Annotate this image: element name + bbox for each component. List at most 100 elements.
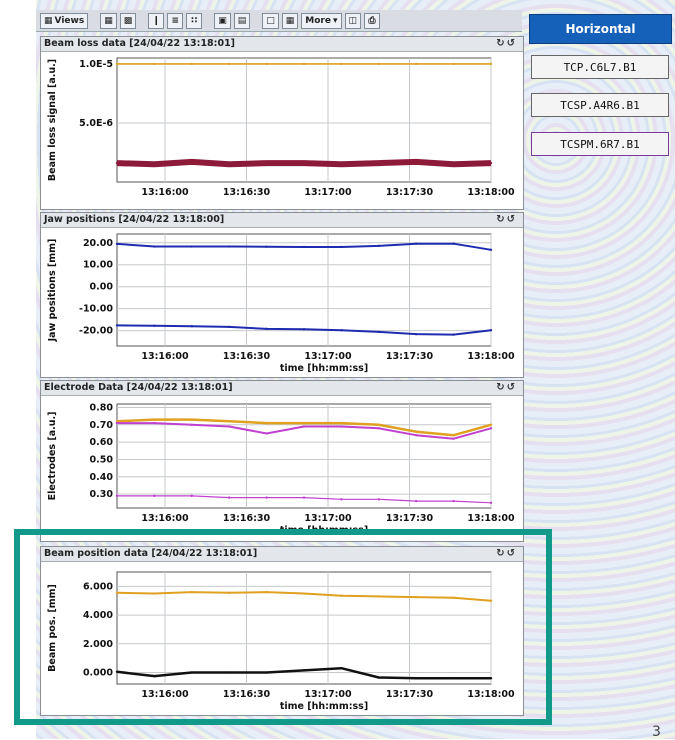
data-point bbox=[153, 324, 156, 327]
y-axis-label: Electrodes [a.u.] bbox=[47, 412, 58, 501]
data-point bbox=[265, 671, 268, 674]
data-point bbox=[415, 242, 418, 245]
electrode-title: Electrode Data [24/04/22 13:18:01] ↻↺ bbox=[41, 381, 523, 396]
data-point bbox=[489, 328, 493, 332]
data-point bbox=[377, 330, 380, 334]
columns-icon[interactable]: ❙ bbox=[148, 12, 165, 29]
x-tick-label: 13:16:30 bbox=[223, 351, 271, 362]
data-point bbox=[265, 590, 268, 594]
tiles-icon[interactable]: ∷ bbox=[186, 12, 203, 29]
x-tick-label: 13:17:00 bbox=[304, 689, 352, 700]
data-point bbox=[153, 421, 156, 425]
grid-layout-icon[interactable]: ▦ bbox=[100, 12, 117, 29]
jaw-positions-title: Jaw positions [24/04/22 13:18:00] ↻↺ bbox=[41, 213, 523, 228]
x-tick-label: 13:18:00 bbox=[467, 689, 515, 700]
data-point bbox=[415, 430, 418, 433]
panel-refresh-icons[interactable]: ↻↺ bbox=[496, 548, 517, 559]
y-tick-label: 1.0E-5 bbox=[79, 59, 113, 70]
x-tick-label: 13:16:00 bbox=[141, 689, 189, 700]
beam-loss-title: Beam loss data [24/04/22 13:18:01] ↻↺ bbox=[41, 37, 523, 52]
panel-refresh-icons[interactable]: ↻↺ bbox=[496, 214, 517, 225]
application-window: ▦ Views ▦ ▩ ❙ ≡ ∷ ▣ ▤ □ ▦ More ▾ ◫ ⎙ Bea… bbox=[36, 0, 675, 739]
electrode-chart: 0.80 0.70 0.60 0.50 0.40 0.30 13:16:00 13:16:30… bbox=[47, 402, 515, 536]
data-point bbox=[489, 501, 493, 504]
data-point bbox=[228, 591, 231, 595]
data-point bbox=[452, 499, 455, 503]
data-point bbox=[115, 161, 119, 165]
y-tick-label: 2.000 bbox=[83, 639, 113, 650]
plot-area bbox=[116, 403, 492, 509]
collimator-button-1[interactable]: TCP.C6L7.B1 bbox=[531, 55, 669, 79]
views-label: Views bbox=[54, 15, 85, 26]
collimator-button-2[interactable]: TCSP.A4R6.B1 bbox=[531, 93, 669, 117]
data-point bbox=[153, 494, 156, 498]
split-layout-icon[interactable]: ▩ bbox=[119, 12, 137, 29]
collimator-button-3[interactable]: TCSPM.6R7.B1 bbox=[531, 132, 669, 156]
x-tick-label: 13:16:30 bbox=[223, 689, 271, 700]
data-point bbox=[190, 494, 193, 498]
page-number: 3 bbox=[652, 724, 661, 740]
save-icon[interactable]: ◫ bbox=[344, 12, 362, 29]
window-icon[interactable]: □ bbox=[262, 12, 279, 29]
rows-icon[interactable]: ≡ bbox=[167, 12, 184, 29]
data-point bbox=[415, 595, 418, 599]
y-tick-label: 6.000 bbox=[83, 581, 113, 592]
data-point bbox=[415, 62, 418, 66]
x-tick-label: 13:16:00 bbox=[141, 513, 189, 524]
y-tick-label: 10.00 bbox=[83, 260, 113, 271]
table-icon[interactable]: ▦ bbox=[281, 12, 299, 29]
y-tick-label: 0.50 bbox=[90, 454, 114, 465]
data-point bbox=[153, 245, 156, 248]
beam-position-panel: Beam position data [24/04/22 13:18:01] ↻↺… bbox=[40, 546, 524, 716]
electrode-panel: Electrode Data [24/04/22 13:18:01] ↻↺ 0.8… bbox=[40, 380, 524, 542]
data-point bbox=[265, 245, 268, 248]
x-axis-label: time [hh:mm:ss] bbox=[280, 363, 368, 374]
chart-settings-icon[interactable]: ▣ bbox=[214, 12, 231, 29]
data-point bbox=[228, 496, 231, 499]
jaw-positions-panel: Jaw positions [24/04/22 13:18:00] ↻↺ 20.0… bbox=[40, 212, 524, 378]
data-point bbox=[228, 420, 231, 423]
data-point bbox=[228, 425, 231, 428]
data-point bbox=[153, 592, 156, 595]
data-point bbox=[190, 160, 193, 164]
data-point bbox=[265, 327, 268, 331]
beam-position-title: Beam position data [24/04/22 13:18:01] ↻↺ bbox=[41, 547, 523, 562]
y-axis-label: Jaw positions [mm] bbox=[47, 239, 58, 343]
document-icon[interactable]: ▤ bbox=[233, 12, 251, 29]
data-point bbox=[265, 161, 268, 165]
data-point bbox=[340, 245, 343, 249]
x-tick-label: 13:17:00 bbox=[304, 187, 352, 198]
data-point bbox=[452, 596, 455, 600]
x-tick-label: 13:17:00 bbox=[304, 351, 352, 362]
views-button[interactable]: ▦ Views bbox=[40, 12, 89, 29]
print-icon[interactable]: ⎙ bbox=[364, 12, 381, 29]
data-point bbox=[452, 434, 455, 437]
panel-refresh-icons[interactable]: ↻↺ bbox=[496, 38, 517, 49]
x-tick-label: 13:18:00 bbox=[467, 187, 515, 198]
data-point bbox=[302, 669, 306, 672]
plot-area bbox=[116, 571, 492, 685]
data-point bbox=[340, 421, 343, 425]
data-point bbox=[302, 328, 306, 331]
data-point bbox=[265, 62, 268, 66]
more-button[interactable]: More ▾ bbox=[301, 12, 342, 29]
chevron-down-icon: ▾ bbox=[332, 15, 338, 26]
panel-refresh-icons[interactable]: ↻↺ bbox=[496, 382, 517, 393]
data-point bbox=[302, 161, 306, 165]
data-point bbox=[340, 594, 343, 597]
y-axis-label: Beam pos. [mm] bbox=[47, 584, 58, 672]
data-point bbox=[340, 667, 343, 670]
x-axis-label: time [hh:mm:ss] bbox=[280, 525, 368, 536]
y-tick-label: 0.40 bbox=[90, 472, 114, 483]
data-point bbox=[489, 427, 493, 430]
beam-loss-panel: Beam loss data [24/04/22 13:18:01] ↻↺ 1.0… bbox=[40, 36, 524, 210]
data-point bbox=[452, 333, 455, 336]
x-tick-label: 13:17:30 bbox=[386, 689, 434, 700]
data-point bbox=[415, 332, 418, 336]
data-point bbox=[415, 499, 418, 503]
tab-horizontal[interactable]: Horizontal bbox=[529, 14, 672, 44]
data-point bbox=[302, 62, 306, 66]
data-point bbox=[115, 242, 119, 246]
data-point bbox=[377, 161, 380, 165]
y-tick-label: 0.70 bbox=[90, 420, 114, 431]
